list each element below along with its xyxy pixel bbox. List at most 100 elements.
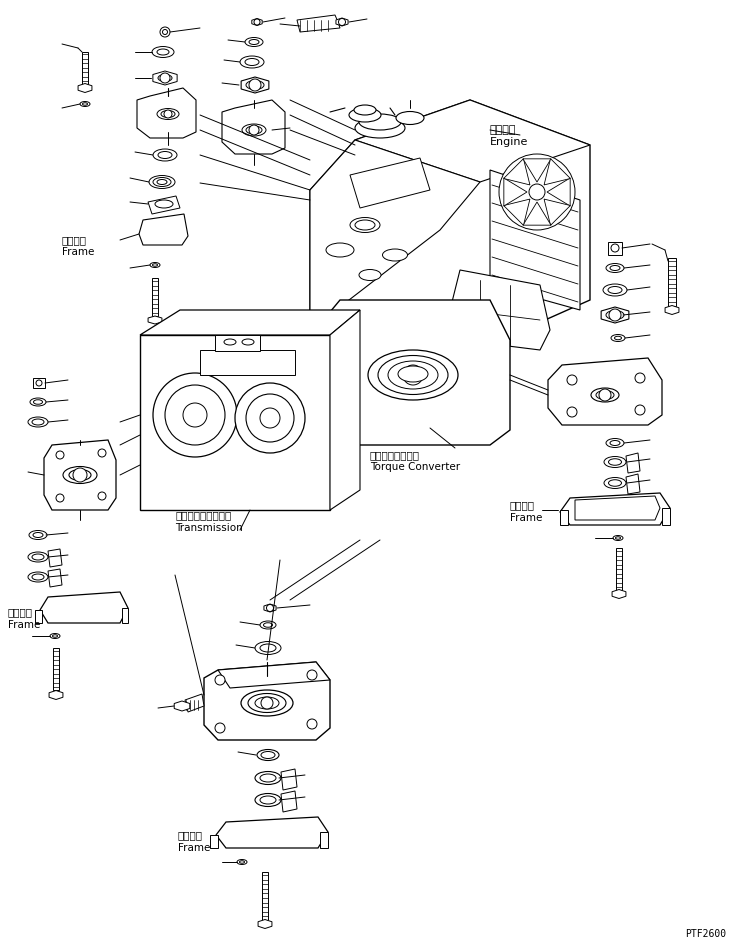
Polygon shape [504,159,530,184]
Ellipse shape [606,310,624,320]
Ellipse shape [610,265,620,270]
Text: トランスミッション: トランスミッション [175,510,231,520]
Polygon shape [544,199,571,225]
Ellipse shape [28,552,48,562]
Circle shape [261,697,273,709]
Ellipse shape [246,81,264,89]
Polygon shape [148,316,162,324]
Polygon shape [40,592,128,623]
Polygon shape [612,590,626,598]
Polygon shape [78,84,92,92]
Text: Frame: Frame [178,843,210,853]
Ellipse shape [245,37,263,47]
Ellipse shape [349,108,381,122]
Circle shape [98,449,106,457]
Ellipse shape [591,388,619,402]
Ellipse shape [326,243,354,257]
Polygon shape [241,77,269,93]
Ellipse shape [604,477,626,489]
Ellipse shape [257,749,279,761]
Polygon shape [544,159,571,184]
Polygon shape [49,690,63,700]
Polygon shape [44,440,116,510]
Bar [616,548,622,590]
Ellipse shape [603,284,627,296]
Polygon shape [200,350,295,375]
Ellipse shape [28,572,48,582]
Polygon shape [560,510,568,525]
Text: Frame: Frame [62,247,95,257]
Polygon shape [350,158,430,208]
Ellipse shape [63,467,97,483]
Polygon shape [330,310,360,510]
Ellipse shape [29,531,47,539]
Ellipse shape [149,176,175,188]
Polygon shape [281,769,297,790]
Ellipse shape [260,644,276,652]
Ellipse shape [158,151,172,159]
Text: PTF2600: PTF2600 [685,929,726,939]
Ellipse shape [355,220,375,230]
Circle shape [567,407,577,417]
Circle shape [183,403,207,427]
Text: トルクコンバータ: トルクコンバータ [370,450,420,460]
Ellipse shape [237,860,247,864]
Ellipse shape [359,114,401,130]
Ellipse shape [608,286,622,294]
Text: Torque Converter: Torque Converter [370,462,460,472]
Text: フレーム: フレーム [510,500,535,510]
Polygon shape [35,610,42,623]
Ellipse shape [158,74,172,82]
Bar [262,872,268,920]
Ellipse shape [30,398,46,406]
Circle shape [235,383,305,453]
Polygon shape [137,88,196,138]
Ellipse shape [240,56,264,68]
Polygon shape [33,378,45,388]
Polygon shape [601,307,629,323]
Ellipse shape [613,535,623,540]
Polygon shape [662,508,670,525]
Ellipse shape [248,693,286,712]
Circle shape [266,605,274,611]
Polygon shape [504,199,530,225]
Polygon shape [626,474,640,494]
Circle shape [73,468,87,482]
Ellipse shape [153,178,171,186]
Ellipse shape [608,479,622,486]
Ellipse shape [604,456,626,468]
Bar [53,648,59,690]
Ellipse shape [596,391,614,399]
Circle shape [567,375,577,385]
Polygon shape [608,242,622,255]
Ellipse shape [616,536,621,539]
Ellipse shape [152,47,174,57]
Polygon shape [310,140,480,330]
Ellipse shape [245,59,259,66]
Circle shape [635,405,645,415]
Ellipse shape [150,262,160,267]
Ellipse shape [249,40,259,45]
Polygon shape [547,178,570,206]
Polygon shape [315,300,510,445]
Ellipse shape [263,623,272,628]
Polygon shape [222,100,285,154]
Text: フレーム: フレーム [62,235,87,245]
Polygon shape [310,100,590,340]
Ellipse shape [32,554,44,560]
Polygon shape [215,335,260,351]
Polygon shape [210,835,218,848]
Polygon shape [560,493,670,525]
Ellipse shape [50,633,60,638]
Bar [152,278,158,316]
Ellipse shape [606,438,624,448]
Ellipse shape [157,180,167,184]
Circle shape [56,451,64,459]
Polygon shape [218,662,330,688]
Text: Frame: Frame [510,513,542,523]
Circle shape [160,27,170,37]
Ellipse shape [161,110,175,118]
Polygon shape [264,604,276,612]
Polygon shape [252,18,262,26]
Ellipse shape [354,105,376,115]
